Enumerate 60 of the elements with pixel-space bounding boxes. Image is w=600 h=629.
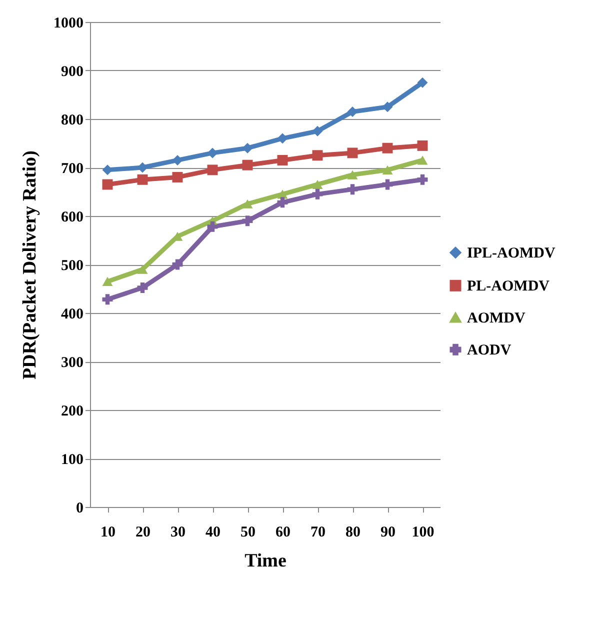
point [312,126,323,136]
x-tick-label: 60 [276,524,290,540]
point [102,276,113,286]
point [102,294,113,305]
point [172,259,183,270]
point [417,140,428,151]
point [417,174,428,185]
point [382,165,393,174]
x-tick-label: 70 [310,524,326,540]
y-tick-label: 0 [76,500,84,516]
point [242,216,253,226]
x-tick-label: 90 [380,524,396,540]
y-tick-label: 700 [61,161,84,177]
x-tick-label: 50 [240,524,256,540]
y-axis-title: PDR(Packet Delivery Ratio) [20,150,40,380]
legend-label: IPL-AOMDV [467,246,556,262]
y-tick-label: 600 [61,210,84,226]
legend-label: PL-AOMDV [467,278,550,295]
x-tick-label: 40 [206,524,220,540]
legend-label: AOMDV [467,310,526,327]
point [382,102,393,112]
point [137,264,148,274]
point [172,172,183,182]
point [242,160,253,170]
y-tick-label: 100 [61,452,84,468]
point [137,282,148,294]
point [312,188,323,200]
y-tick-label: 500 [61,258,84,274]
x-tick-label: 100 [412,524,434,540]
y-tick-label: 200 [61,404,84,420]
point [312,180,323,190]
y-tick-label: 900 [61,64,84,80]
point [277,154,288,166]
x-tick-label: 20 [136,524,150,540]
y-tick-label: 800 [61,112,84,128]
point [417,77,428,88]
point [417,156,428,165]
point [277,197,288,208]
point [137,174,148,185]
point [382,179,393,190]
point [172,154,183,166]
point [347,148,358,158]
legend-label: AODV [467,342,512,359]
y-tick-label: 300 [61,355,84,371]
point [242,199,253,208]
y-tick-label: 400 [61,306,84,322]
point [207,148,218,158]
x-tick-label: 30 [170,524,186,540]
point [102,179,113,190]
point [277,133,288,144]
point [347,170,358,180]
y-tick-label: 1000 [54,16,84,32]
point [347,184,358,195]
point [207,164,218,176]
point [312,150,323,161]
x-tick-label: 10 [100,524,116,540]
point [382,142,393,154]
x-tick-label: 80 [346,524,360,540]
x-axis-title: Time [244,550,286,572]
point [207,221,218,232]
